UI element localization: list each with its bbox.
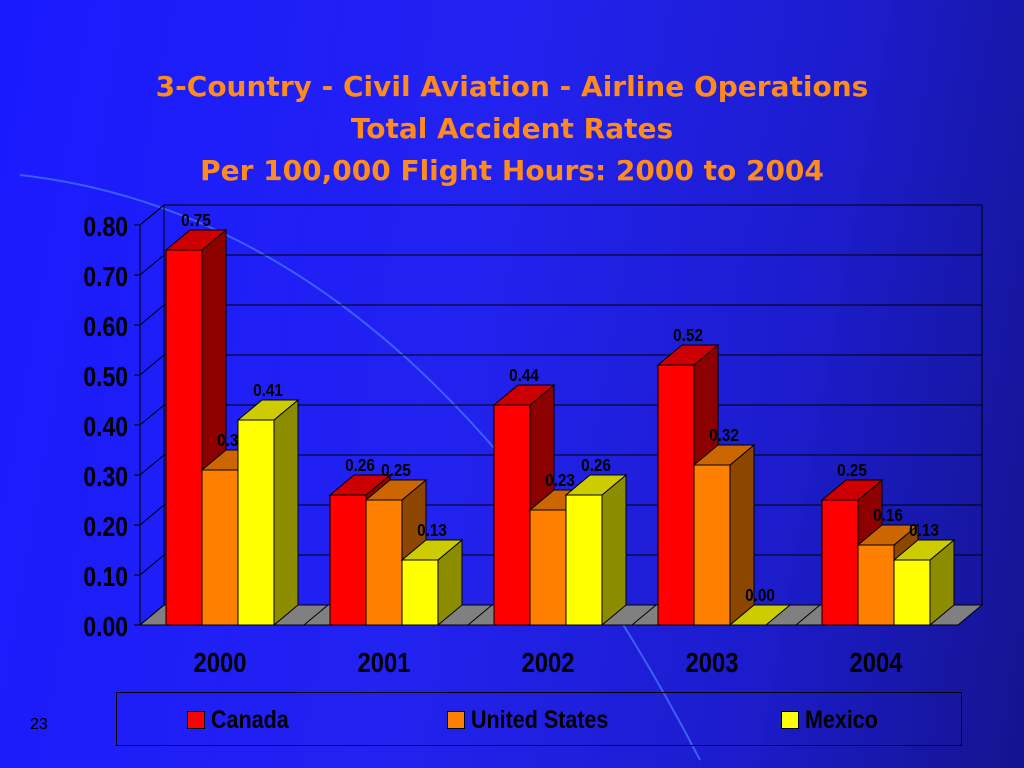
bar-top: [692, 444, 756, 466]
bar-canada: [493, 404, 531, 626]
floor-divider: [631, 604, 657, 626]
gridline-side: [139, 554, 165, 576]
bar-top: [728, 604, 792, 626]
bar-canada: [821, 499, 859, 626]
y-tick-label: 0.20: [83, 512, 128, 543]
bar-united-states: [693, 464, 731, 626]
legend-item-canada: Canada: [187, 705, 301, 734]
gridline-side: [139, 354, 165, 376]
chart-subtitle: Total Accident Rates: [350, 112, 674, 145]
data-label: 0.41: [253, 380, 283, 400]
data-label: 0.25: [837, 460, 867, 480]
x-tick-label: 2004: [850, 646, 903, 678]
x-tick-label: 2001: [358, 646, 411, 678]
gridline-side: [139, 254, 165, 276]
y-tick-label: 0.50: [83, 362, 128, 393]
bar-united-states: [365, 499, 403, 626]
floor-divider: [795, 604, 821, 626]
data-label: 0.44: [509, 365, 539, 385]
bar-top: [820, 479, 884, 501]
bar-united-states: [529, 509, 567, 626]
gridline-side: [139, 204, 165, 226]
bar-canada: [165, 249, 203, 626]
y-tick-label: 0.80: [83, 212, 128, 243]
floor-divider: [139, 604, 165, 626]
bar-top: [492, 384, 556, 406]
legend-item-mexico: Mexico: [781, 705, 890, 734]
bar-top: [164, 229, 228, 251]
bar-side: [273, 398, 299, 627]
floor-divider: [467, 604, 493, 626]
data-label: 0.16: [873, 505, 903, 525]
bar-top: [856, 524, 920, 546]
data-label: 0.25: [381, 460, 411, 480]
legend-label-mexico: Mexico: [805, 705, 878, 734]
bar-canada: [329, 494, 367, 626]
bar-canada: [657, 364, 695, 626]
bar-united-states: [857, 544, 895, 626]
data-label: 0.13: [909, 520, 939, 540]
data-label: 0.52: [673, 325, 703, 345]
x-tick-label: 2002: [522, 646, 575, 678]
bar-top: [564, 474, 628, 496]
page-number: 23: [30, 716, 48, 733]
plot-area: 0.00 0.10 0.20 0.30 0.40 0.50 0.60 0.70 0.80 2000…: [83, 204, 984, 678]
legend-label-united-states: United States: [471, 705, 609, 734]
legend-swatch-united-states: [447, 711, 465, 729]
y-tick-label: 0.30: [83, 462, 128, 493]
gridline-side: [139, 454, 165, 476]
bar-top: [400, 539, 464, 561]
bar-mexico: [401, 559, 439, 626]
chart-title: 3-Country - Civil Aviation - Airline Ope…: [155, 70, 869, 103]
legend-swatch-mexico: [781, 711, 799, 729]
y-tick-label: 0.10: [83, 562, 128, 593]
chart-subtitle-period: Per 100,000 Flight Hours: 2000 to 2004: [200, 154, 824, 187]
data-label: 0.32: [709, 425, 739, 445]
bar-top: [364, 479, 428, 501]
bar-united-states: [201, 469, 239, 626]
gridline-side: [139, 504, 165, 526]
legend-item-united-states: United States: [447, 705, 631, 734]
data-label: 0.26: [345, 455, 375, 475]
legend: Canada United States Mexico: [116, 692, 962, 746]
data-label: 0.75: [181, 210, 211, 230]
legend-swatch-canada: [187, 711, 205, 729]
data-label: 0.00: [745, 585, 775, 605]
y-tick-label: 0.40: [83, 412, 128, 443]
y-tick-label: 0.00: [83, 612, 128, 643]
data-label: 0.13: [417, 520, 447, 540]
floor-divider: [303, 604, 329, 626]
bar-side: [601, 473, 627, 627]
data-label: 0.26: [581, 455, 611, 475]
bar-mexico: [237, 419, 275, 626]
legend-label-canada: Canada: [211, 705, 289, 734]
bar-top: [328, 474, 392, 496]
bar-top: [892, 539, 956, 561]
y-tick-label: 0.70: [83, 262, 128, 293]
bar-top: [236, 399, 300, 421]
data-label: 0.23: [545, 470, 575, 490]
gridline-side: [139, 404, 165, 426]
x-tick-label: 2003: [686, 646, 739, 678]
bar-top: [656, 344, 720, 366]
bar-mexico: [893, 559, 931, 626]
x-tick-label: 2000: [194, 646, 247, 678]
y-tick-label: 0.60: [83, 312, 128, 343]
bar-mexico: [565, 494, 603, 626]
gridline-side: [139, 304, 165, 326]
